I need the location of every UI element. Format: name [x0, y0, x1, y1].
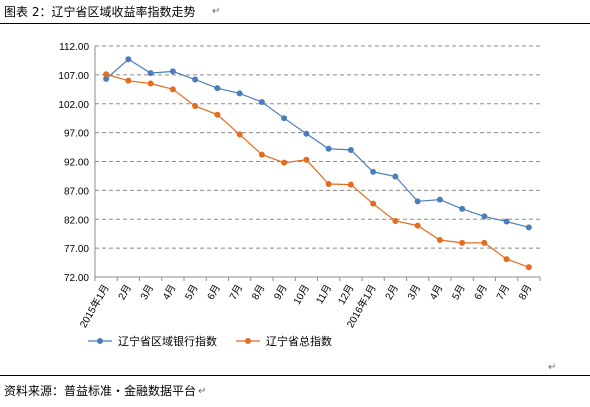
data-point — [370, 168, 377, 175]
paragraph-mark-2: ↵ — [548, 362, 557, 373]
data-point — [503, 218, 510, 225]
legend-label: 辽宁省区域银行指数 — [118, 334, 217, 348]
series-group — [103, 56, 532, 271]
top-rule — [0, 23, 590, 24]
data-point — [147, 80, 154, 87]
x-tick-label: 4月 — [427, 283, 445, 302]
data-point — [325, 181, 332, 188]
x-tick-label: 8月 — [516, 283, 534, 302]
x-tick-label: 11月 — [314, 283, 335, 307]
data-point — [459, 205, 466, 212]
x-tick-label: 6月 — [472, 283, 490, 302]
data-point — [236, 90, 243, 97]
data-point — [325, 145, 332, 152]
data-point — [236, 131, 243, 138]
figure-title: 图表 2：辽宁省区域收益率指数走势 — [4, 5, 196, 19]
x-tick-label: 12月 — [336, 283, 357, 307]
legend-swatch-marker — [97, 338, 103, 344]
data-point — [103, 75, 110, 82]
data-point — [414, 198, 421, 205]
data-point — [525, 264, 532, 271]
data-point — [481, 213, 488, 220]
y-tick-label: 82.00 — [64, 215, 89, 226]
data-point — [481, 239, 488, 246]
data-point — [347, 181, 354, 188]
data-point — [414, 222, 421, 229]
source-note: 资料来源：普益标准・金融数据平台 — [4, 384, 197, 398]
data-point — [436, 196, 443, 203]
data-point — [192, 76, 199, 83]
y-axis-ticks: 112.00 107.00 102.00 97.00 92.00 87.00 82.00 77… — [58, 42, 89, 284]
x-tick-label: 3月 — [138, 283, 156, 302]
x-tick-label: 3月 — [405, 283, 423, 302]
data-point — [303, 130, 310, 137]
data-point — [392, 217, 399, 224]
data-point — [392, 173, 399, 180]
y-tick-label: 97.00 — [64, 129, 89, 140]
data-point — [503, 256, 510, 263]
data-point — [192, 103, 199, 110]
x-tick-label: 9月 — [272, 283, 290, 302]
data-point — [436, 237, 443, 244]
data-point — [125, 77, 132, 84]
x-tick-label: 4月 — [160, 283, 178, 302]
x-tick-label: 2月 — [383, 283, 401, 302]
line-chart: 112.00 107.00 102.00 97.00 92.00 87.00 82.00 77… — [58, 42, 541, 348]
bottom-rule — [0, 375, 590, 376]
y-tick-label: 77.00 — [64, 244, 89, 255]
x-tick-label: 7月 — [494, 283, 512, 302]
data-point — [347, 146, 354, 153]
y-tick-label: 72.00 — [64, 273, 89, 284]
legend: 辽宁省区域银行指数 辽宁省总指数 — [88, 334, 332, 348]
y-tick-label: 107.00 — [58, 71, 89, 82]
x-tick-label: 7月 — [227, 283, 245, 302]
legend-swatch-marker — [245, 338, 251, 344]
y-tick-label: 92.00 — [64, 158, 89, 169]
data-point — [303, 156, 310, 163]
series-line-1 — [105, 58, 530, 228]
paragraph-mark: ↵ — [212, 6, 221, 17]
x-tick-label: 10月 — [291, 283, 312, 307]
x-tick-label: 5月 — [450, 283, 468, 302]
axes — [94, 46, 541, 281]
y-tick-label: 102.00 — [58, 100, 89, 111]
data-point — [169, 86, 176, 93]
x-tick-label: 5月 — [183, 283, 201, 302]
y-tick-label: 112.00 — [59, 42, 89, 53]
y-tick-label: 87.00 — [64, 186, 89, 197]
x-tick-label: 6月 — [205, 283, 223, 302]
data-point — [370, 200, 377, 207]
data-point — [258, 99, 265, 106]
data-point — [214, 85, 221, 92]
data-point — [103, 71, 110, 78]
gridlines — [95, 45, 540, 249]
data-point — [459, 239, 466, 246]
data-point — [169, 68, 176, 75]
x-tick-label: 2月 — [116, 283, 134, 302]
x-tick-label: 2015年1月 — [77, 282, 112, 330]
paragraph-mark-3: ↵ — [198, 386, 207, 397]
series-line-2 — [105, 73, 530, 268]
x-tick-label: 8月 — [249, 283, 267, 302]
legend-label: 辽宁省总指数 — [266, 334, 332, 348]
data-point — [214, 111, 221, 118]
data-point — [281, 159, 288, 166]
data-point — [125, 56, 132, 63]
data-point — [525, 224, 532, 231]
data-point — [258, 151, 265, 158]
data-point — [281, 115, 288, 122]
data-point — [147, 70, 154, 77]
